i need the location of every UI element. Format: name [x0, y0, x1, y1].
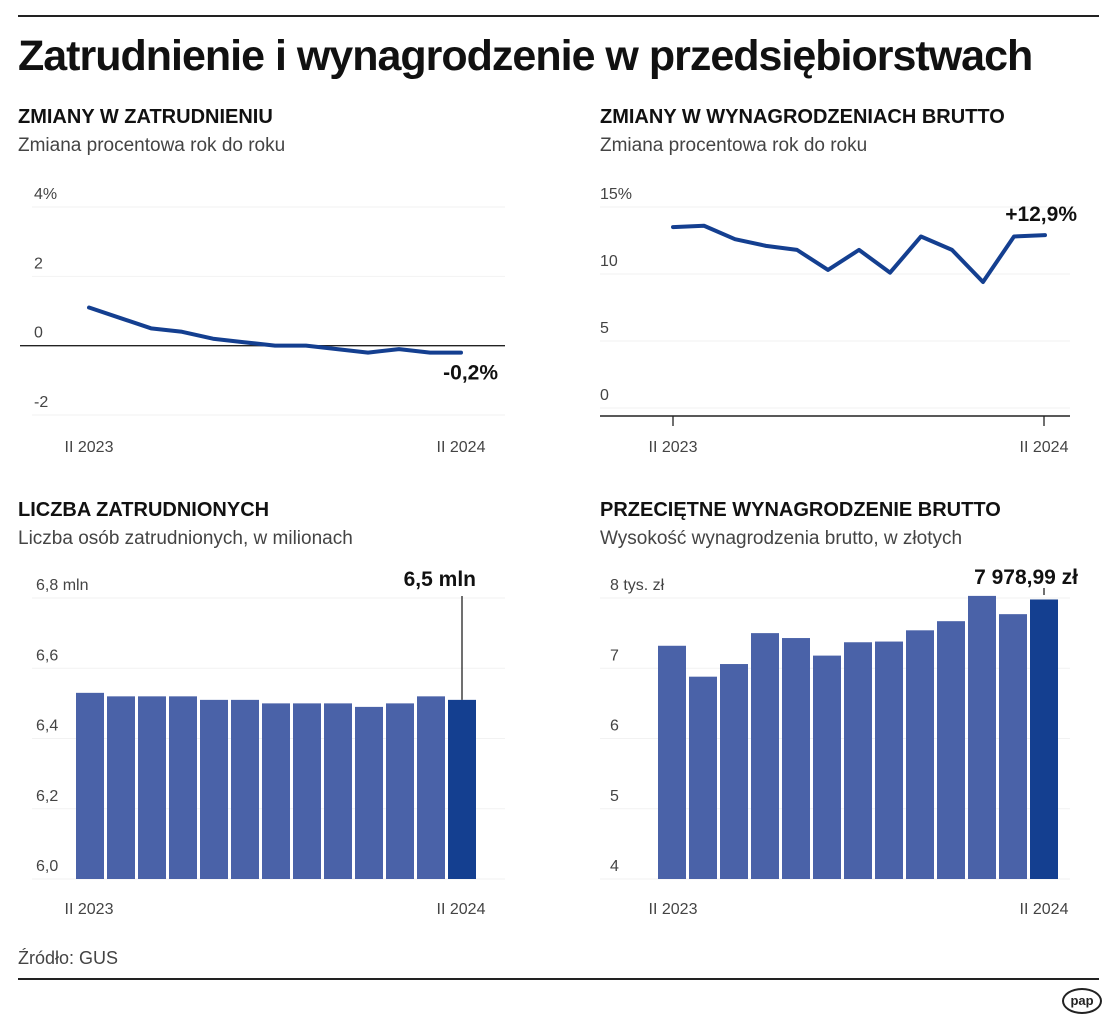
- chart2-y-tick-label: 15%: [600, 186, 632, 203]
- chart3-annotation: 6,5 mln: [404, 568, 476, 591]
- chart2-subtitle: Zmiana procentowa rok do roku: [600, 135, 868, 156]
- chart4-bar: [906, 630, 934, 879]
- chart4-bar: [999, 614, 1027, 879]
- chart4-bar: [720, 664, 748, 879]
- chart3-bar: [169, 696, 197, 879]
- chart3-bar: [293, 703, 321, 879]
- chart4-bar: [782, 638, 810, 879]
- chart1-x-tick-label: II 2024: [437, 439, 486, 456]
- chart4-bar: [937, 621, 965, 879]
- chart3-x-tick-label: II 2024: [437, 901, 486, 918]
- chart4-bar: [689, 676, 717, 879]
- chart1-y-tick-label: 2: [34, 255, 43, 272]
- chart2-title: ZMIANY W WYNAGRODZENIACH BRUTTO: [600, 106, 1005, 128]
- chart4-bar: [1030, 599, 1058, 879]
- chart4-y-tick-label: 5: [610, 788, 619, 805]
- chart3-y-tick-label: 6,0: [36, 858, 58, 875]
- source-note: Źródło: GUS: [18, 948, 119, 968]
- chart3-y-tick-label: 6,2: [36, 788, 58, 805]
- chart2-x-tick-label: II 2024: [1020, 439, 1069, 456]
- chart3-y-tick-label: 6,4: [36, 718, 58, 735]
- chart3-bar: [355, 706, 383, 879]
- chart3-bar: [262, 703, 290, 879]
- chart4-x-tick-label: II 2024: [1020, 901, 1069, 918]
- page-title: Zatrudnienie i wynagrodzenie w przedsięb…: [18, 32, 1033, 80]
- chart3-bar: [386, 703, 414, 879]
- chart4-subtitle: Wysokość wynagrodzenia brutto, w złotych: [600, 528, 963, 549]
- chart3-bar: [76, 692, 104, 879]
- chart2-x-tick-label: II 2023: [649, 439, 698, 456]
- chart4-y-tick-label: 4: [610, 858, 619, 875]
- chart3-y-tick-label: 6,6: [36, 647, 58, 664]
- chart2-annotation: +12,9%: [1005, 203, 1077, 226]
- chart3-bar: [138, 696, 166, 879]
- chart1-y-tick-label: 0: [34, 325, 43, 342]
- chart4-title: PRZECIĘTNE WYNAGRODZENIE BRUTTO: [600, 499, 1001, 521]
- chart4-y-tick-label: 6: [610, 718, 619, 735]
- chart3-bar: [324, 703, 352, 879]
- pap-logo: pap: [1062, 988, 1102, 1014]
- top-rule: [18, 15, 1099, 17]
- chart1-y-tick-label: 4%: [34, 186, 57, 203]
- chart2-y-tick-label: 5: [600, 320, 609, 337]
- chart4-x-tick-label: II 2023: [649, 901, 698, 918]
- chart4-bar: [751, 633, 779, 879]
- chart1-x-tick-label: II 2023: [65, 439, 114, 456]
- chart4-bar: [968, 595, 996, 879]
- chart1-subtitle: Zmiana procentowa rok do roku: [18, 135, 286, 156]
- chart3-bar: [231, 699, 259, 879]
- chart3-x-tick-label: II 2023: [65, 901, 114, 918]
- chart3-bar: [200, 699, 228, 879]
- chart4-bar: [658, 645, 686, 879]
- chart4-annotation: 7 978,99 zł: [974, 566, 1078, 589]
- chart2-y-tick-label: 0: [600, 387, 609, 404]
- chart3-y-tick-label: 6,8 mln: [36, 577, 88, 594]
- chart4-y-tick-label: 8 tys. zł: [610, 577, 665, 594]
- chart3-subtitle: Liczba osób zatrudnionych, w milionach: [18, 528, 353, 549]
- chart3-bar: [448, 699, 476, 879]
- chart1-title: ZMIANY W ZATRUDNIENIU: [18, 106, 273, 128]
- chart4-bar: [813, 655, 841, 879]
- chart3-bar: [417, 696, 445, 879]
- chart4-y-tick-label: 7: [610, 647, 619, 664]
- chart1-annotation: -0,2%: [443, 362, 498, 385]
- chart3-bar: [107, 696, 135, 879]
- chart3-title: LICZBA ZATRUDNIONYCH: [18, 499, 270, 521]
- bottom-rule: [18, 978, 1099, 980]
- chart1-y-tick-label: -2: [34, 394, 48, 411]
- chart4-bar: [875, 641, 903, 879]
- chart2-y-tick-label: 10: [600, 253, 618, 270]
- chart4-bar: [844, 642, 872, 879]
